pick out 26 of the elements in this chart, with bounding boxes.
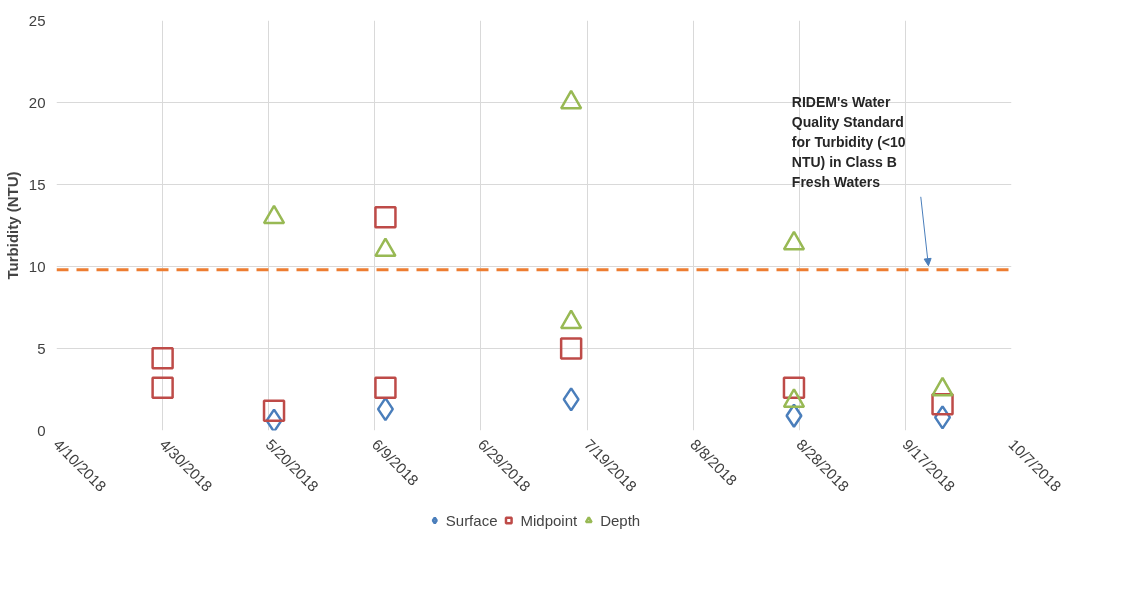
- legend-label: Midpoint: [520, 511, 578, 529]
- y-tick-label: 5: [37, 339, 46, 357]
- y-tick-label: 25: [28, 11, 46, 29]
- point: [265, 408, 283, 431]
- y-tick-label: 0: [37, 421, 46, 439]
- legend-label: Depth: [600, 511, 641, 529]
- y-tick-label: 10: [28, 257, 46, 275]
- point: [562, 387, 580, 412]
- y-tick-label: 20: [28, 93, 46, 111]
- point: [151, 376, 174, 400]
- y-tick-label: 15: [28, 175, 46, 193]
- point: [782, 230, 806, 251]
- point: [376, 396, 395, 422]
- point: [782, 376, 806, 400]
- point: [262, 399, 286, 423]
- point: [374, 376, 397, 400]
- point: [785, 403, 803, 428]
- point: [374, 237, 397, 258]
- point: [559, 309, 583, 330]
- point: [262, 204, 286, 225]
- point: [559, 337, 583, 360]
- point: [151, 347, 174, 370]
- y-axis-title: Turbidity (NTU): [3, 171, 21, 280]
- point: [559, 89, 583, 110]
- legend-label: Surface: [445, 511, 498, 529]
- ref-line-label: RIDEM's Water Quality Standard for Turbidity (<10 NTU) in Class B Fresh Waters: [791, 94, 906, 191]
